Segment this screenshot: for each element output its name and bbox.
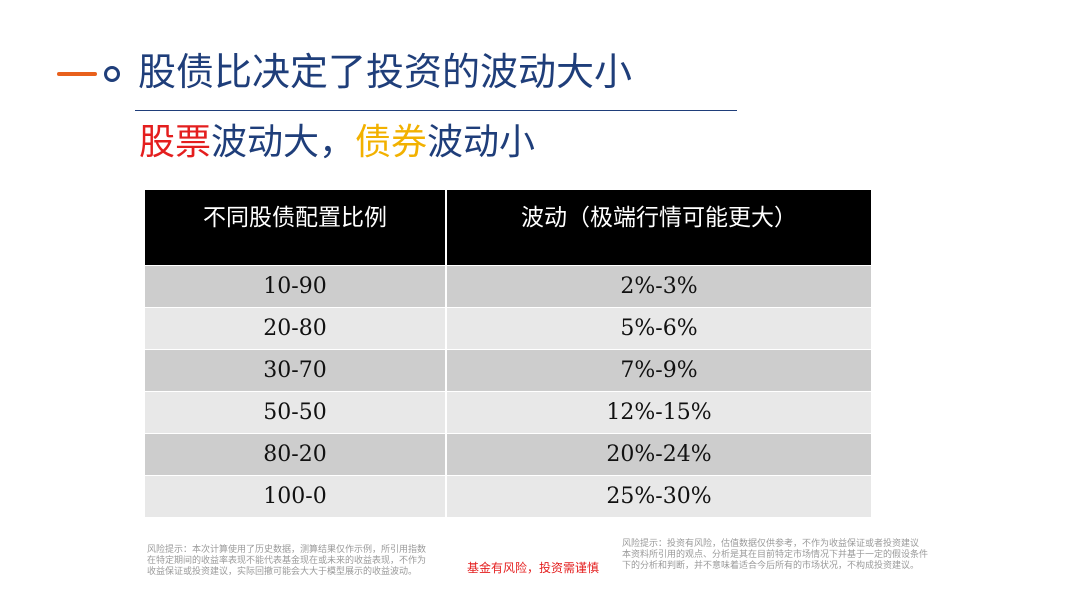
subtitle-bonds: 债券 [355,122,428,163]
risk-right-line: 风险提示：投资有风险，估值数据仅供参考，不作为收益保证或者投资建议 [622,539,920,549]
risk-disclaimer-right: 风险提示：投资有风险，估值数据仅供参考，不作为收益保证或者投资建议 本资料所引用… [622,539,972,572]
table-header-row: 不同股债配置比例 波动（极端行情可能更大） [145,190,871,265]
table-row: 100-0 25%-30% [145,475,871,517]
subtitle-bonds-desc: 波动小 [427,122,536,163]
header-volatility: 波动（极端行情可能更大） [447,190,871,265]
allocation-cell: 20-80 [145,307,447,349]
volatility-cell: 25%-30% [447,475,871,517]
table-row: 80-20 20%-24% [145,433,871,475]
allocation-cell: 80-20 [145,433,447,475]
risk-left-line: 在特定期间的收益率表现不能代表基金现在或未来的收益表现，不作为 [147,556,427,566]
risk-right-line: 本资料所引用的观点、分析是其在目前特定市场情况下并基于一定的假设条件 [622,550,929,560]
risk-right-line: 下的分析和判断，并不意味着适合今后所有的市场状况，不构成投资建议。 [622,561,920,571]
table-row: 50-50 12%-15% [145,391,871,433]
table-row: 30-70 7%-9% [145,349,871,391]
subtitle-stocks: 股票 [139,122,212,163]
volatility-cell: 2%-3% [447,265,871,307]
header-allocation-ratio: 不同股债配置比例 [145,190,447,265]
risk-disclaimer-left: 风险提示：本次计算使用了历史数据，测算结果仅作示例，所引用指数 在特定期间的收益… [147,545,465,578]
title-divider [135,110,737,111]
risk-left-line: 收益保证或投资建议，实际回撤可能会大大于模型展示的收益波动。 [147,567,418,577]
table-row: 10-90 2%-3% [145,265,871,307]
risk-slogan: 基金有风险，投资需谨慎 [467,561,600,575]
subtitle-stocks-desc: 波动大， [211,122,356,163]
volatility-cell: 5%-6% [447,307,871,349]
allocation-volatility-table: 不同股债配置比例 波动（极端行情可能更大） 10-90 2%-3% 20-80 … [145,190,871,517]
allocation-cell: 100-0 [145,475,447,517]
title-accent-dot [104,66,120,82]
volatility-cell: 12%-15% [447,391,871,433]
allocation-cell: 10-90 [145,265,447,307]
table-row: 20-80 5%-6% [145,307,871,349]
title-accent-line [57,72,97,76]
allocation-cell: 50-50 [145,391,447,433]
subtitle: 股票波动大，债券波动小 [139,118,535,168]
volatility-cell: 7%-9% [447,349,871,391]
page-title: 股债比决定了投资的波动大小 [138,50,633,94]
allocation-cell: 30-70 [145,349,447,391]
risk-left-line: 风险提示：本次计算使用了历史数据，测算结果仅作示例，所引用指数 [147,545,427,555]
volatility-cell: 20%-24% [447,433,871,475]
